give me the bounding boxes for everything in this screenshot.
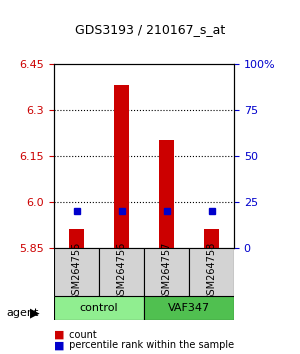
Text: VAF347: VAF347	[168, 303, 210, 313]
Bar	[114, 85, 129, 248]
Text: GDS3193 / 210167_s_at: GDS3193 / 210167_s_at	[75, 23, 225, 36]
Bar	[69, 229, 84, 248]
Bar	[159, 141, 174, 248]
Text: agent: agent	[6, 308, 38, 318]
FancyBboxPatch shape	[144, 248, 189, 296]
Text: GSM264756: GSM264756	[116, 242, 127, 301]
Text: count: count	[66, 330, 97, 339]
Text: GSM264755: GSM264755	[71, 242, 82, 301]
FancyBboxPatch shape	[189, 248, 234, 296]
Text: control: control	[80, 303, 118, 313]
Text: ■: ■	[54, 340, 64, 350]
FancyBboxPatch shape	[144, 296, 234, 320]
Text: percentile rank within the sample: percentile rank within the sample	[66, 340, 234, 350]
Bar	[204, 229, 219, 248]
FancyBboxPatch shape	[54, 296, 144, 320]
Text: ▶: ▶	[30, 307, 39, 320]
FancyBboxPatch shape	[54, 248, 99, 296]
Text: GSM264757: GSM264757	[161, 242, 172, 301]
Text: GSM264758: GSM264758	[206, 242, 217, 301]
Text: ■: ■	[54, 330, 64, 339]
FancyBboxPatch shape	[99, 248, 144, 296]
